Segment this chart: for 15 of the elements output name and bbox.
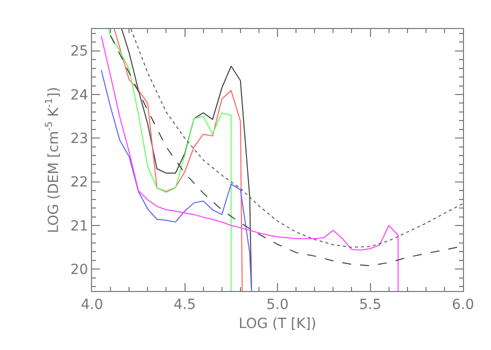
- y-tick-label: 22: [70, 174, 88, 191]
- x-tick-label: 6.0: [452, 296, 474, 313]
- line-series: [100, 70, 252, 291]
- x-tick-label: 5.0: [266, 296, 289, 313]
- x-axis-title: LOG (T [K]): [238, 316, 316, 332]
- line-series: [130, 29, 463, 248]
- y-tick-label: 25: [70, 44, 88, 60]
- y-tick-label: 24: [70, 87, 88, 104]
- x-tick-label: 4.0: [80, 296, 104, 313]
- y-tick-label: 23: [70, 131, 88, 148]
- y-tick-label: 21: [70, 218, 88, 234]
- line-series: [100, 35, 399, 291]
- x-tick-label: 4.5: [174, 296, 196, 313]
- y-tick-label: 20: [70, 262, 88, 278]
- x-tick-label: 5.5: [359, 296, 382, 313]
